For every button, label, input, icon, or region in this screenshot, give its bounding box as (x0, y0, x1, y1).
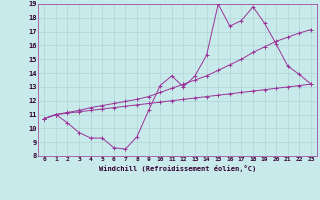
X-axis label: Windchill (Refroidissement éolien,°C): Windchill (Refroidissement éolien,°C) (99, 165, 256, 172)
